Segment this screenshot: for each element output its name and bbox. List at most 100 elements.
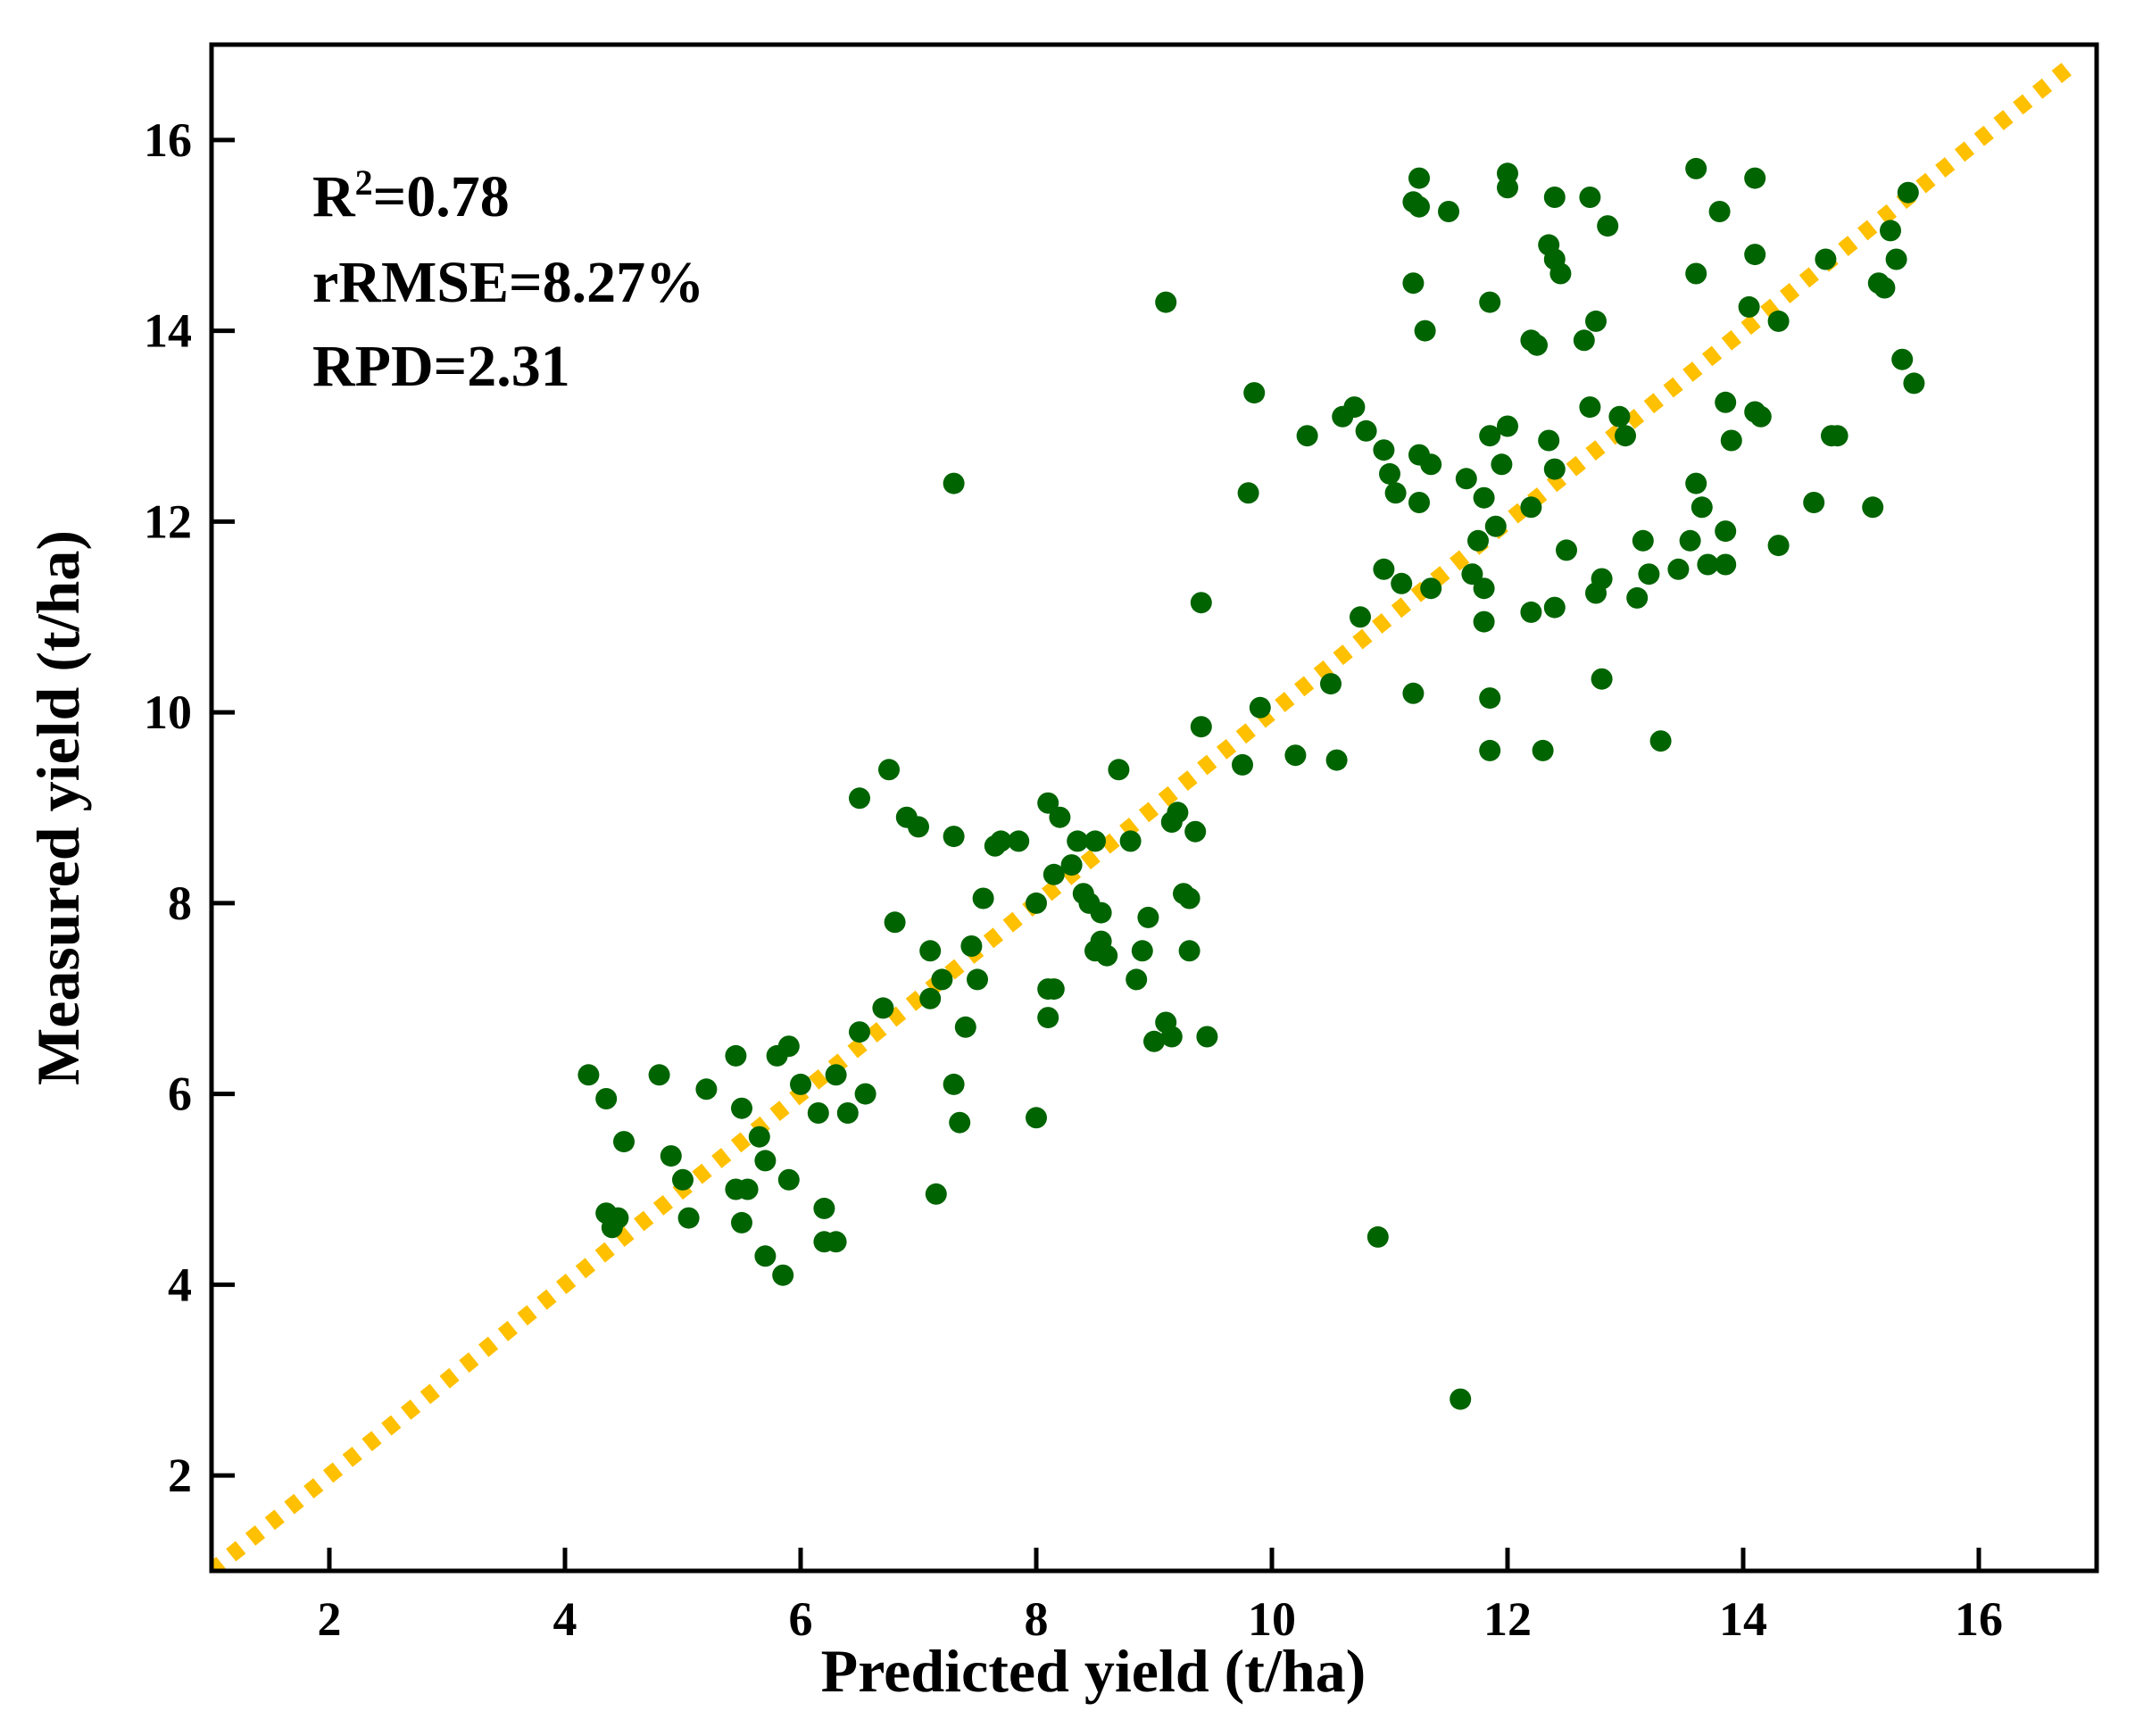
- data-point: [1543, 458, 1566, 480]
- x-axis-tick-labels: 2 4 6 8 10 12 14 16: [318, 1592, 2004, 1646]
- data-point: [1484, 515, 1507, 537]
- data-point: [1384, 482, 1407, 504]
- data-point: [1579, 396, 1601, 419]
- y-tick-label: 12: [144, 494, 192, 548]
- data-point: [1096, 944, 1118, 967]
- y-tick-label: 16: [144, 113, 192, 167]
- data-point: [1767, 310, 1790, 332]
- data-point: [908, 816, 929, 838]
- data-point: [748, 1125, 770, 1148]
- data-point: [672, 1168, 694, 1191]
- data-point: [1196, 1026, 1218, 1048]
- data-point: [1391, 572, 1413, 594]
- data-point: [1479, 425, 1501, 447]
- data-point: [731, 1097, 752, 1119]
- data-point: [660, 1145, 682, 1167]
- data-point: [577, 1064, 600, 1086]
- data-point: [807, 1102, 829, 1124]
- data-point: [1556, 539, 1577, 561]
- data-point: [1591, 668, 1613, 690]
- data-point: [601, 1217, 623, 1239]
- data-point: [1632, 529, 1654, 552]
- data-point: [943, 826, 965, 848]
- data-point: [1402, 272, 1425, 295]
- data-point: [1408, 492, 1430, 513]
- x-tick-label: 12: [1483, 1592, 1532, 1646]
- data-point: [1479, 739, 1501, 761]
- data-point: [1026, 1107, 1047, 1129]
- data-point: [1532, 739, 1554, 761]
- data-point: [1543, 187, 1566, 208]
- data-point: [1591, 568, 1613, 590]
- y-tick-label: 14: [144, 304, 192, 358]
- data-point: [1037, 792, 1059, 814]
- data-point: [613, 1131, 635, 1153]
- data-point: [1715, 520, 1737, 543]
- data-point: [1232, 753, 1253, 776]
- data-point: [754, 1150, 777, 1172]
- data-point: [1461, 563, 1483, 586]
- data-point: [1178, 940, 1200, 962]
- data-point: [884, 911, 906, 934]
- y-axis-ticks: [212, 137, 235, 1478]
- data-point: [1037, 1007, 1059, 1029]
- data-point: [1744, 244, 1766, 266]
- data-point: [1137, 906, 1159, 928]
- data-points: [577, 157, 1925, 1410]
- data-point: [595, 1088, 618, 1109]
- data-point: [1049, 806, 1071, 828]
- data-point: [1815, 248, 1837, 270]
- data-point: [1249, 696, 1271, 718]
- data-point: [1520, 496, 1542, 519]
- data-point: [1479, 291, 1501, 313]
- y-tick-label: 6: [168, 1067, 192, 1121]
- data-point: [1715, 553, 1737, 576]
- data-point: [1479, 687, 1501, 710]
- data-point: [849, 787, 870, 810]
- data-point: [1126, 968, 1148, 991]
- y-tick-label: 4: [168, 1258, 192, 1311]
- data-point: [731, 1211, 752, 1233]
- data-point: [990, 830, 1012, 852]
- data-point: [1685, 472, 1707, 494]
- data-point: [1090, 901, 1112, 924]
- data-point: [1402, 682, 1425, 704]
- data-point: [772, 1264, 794, 1286]
- data-point: [1708, 201, 1731, 222]
- data-point: [1880, 220, 1901, 242]
- data-point: [1450, 1388, 1472, 1410]
- plot-frame: [209, 42, 2099, 1574]
- y-tick-label: 2: [168, 1449, 192, 1502]
- data-point: [1667, 558, 1690, 580]
- x-tick-label: 14: [1719, 1592, 1767, 1646]
- data-point: [1373, 439, 1395, 461]
- data-point: [925, 1183, 947, 1205]
- data-point: [1767, 535, 1790, 557]
- data-point: [1885, 248, 1907, 270]
- data-point: [1026, 892, 1047, 914]
- data-point: [1491, 453, 1513, 476]
- data-point: [1243, 382, 1266, 404]
- data-point: [777, 1168, 800, 1191]
- r-squared-superscript: 2: [355, 162, 373, 203]
- data-point: [1803, 492, 1825, 513]
- rrmse-annotation: rRMSE=8.27%: [312, 250, 704, 315]
- data-point: [1155, 291, 1177, 313]
- data-point: [1497, 415, 1518, 437]
- data-point: [1473, 611, 1495, 633]
- data-point: [1520, 601, 1542, 623]
- data-point: [1119, 830, 1142, 852]
- x-axis-title: Predicted yield (t/ha): [821, 1637, 1367, 1705]
- data-point: [1408, 167, 1430, 189]
- data-point: [1043, 863, 1065, 885]
- data-point: [677, 1207, 700, 1229]
- data-point: [1744, 167, 1766, 189]
- data-point: [1467, 529, 1489, 552]
- data-point: [943, 472, 965, 494]
- x-tick-label: 4: [553, 1592, 577, 1646]
- data-point: [1108, 759, 1130, 781]
- y-tick-label: 8: [168, 876, 192, 930]
- data-point: [1903, 372, 1925, 395]
- x-axis-ticks: [327, 1548, 1981, 1571]
